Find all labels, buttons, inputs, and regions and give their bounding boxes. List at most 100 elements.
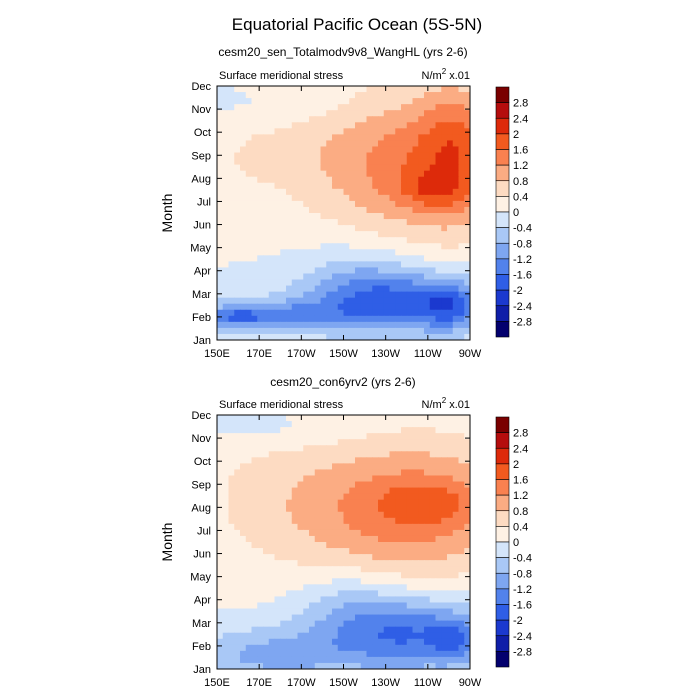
- field-cell: [257, 146, 264, 154]
- field-cell: [372, 590, 379, 598]
- field-cell: [240, 451, 247, 458]
- field-cell: [441, 303, 448, 311]
- field-cell: [349, 128, 356, 135]
- field-cell: [412, 596, 419, 604]
- field-cell: [383, 158, 391, 166]
- field-cell: [263, 535, 270, 543]
- field-cell: [337, 333, 345, 340]
- field-cell: [326, 122, 333, 129]
- field-cell: [458, 291, 465, 299]
- field-cell: [429, 110, 437, 117]
- field-cell: [217, 487, 224, 495]
- field-cell: [309, 511, 316, 519]
- field-cell: [343, 584, 350, 591]
- field-cell: [257, 535, 264, 543]
- field-cell: [291, 122, 299, 129]
- field-cell: [314, 327, 322, 335]
- field-cell: [217, 584, 224, 591]
- field-cell: [406, 566, 414, 573]
- field-cell: [452, 662, 460, 669]
- field-cell: [291, 146, 299, 154]
- field-cell: [222, 86, 230, 93]
- field-cell: [222, 327, 230, 335]
- field-cell: [412, 620, 419, 628]
- field-cell: [268, 152, 276, 160]
- field-cell: [309, 98, 316, 105]
- field-cell: [337, 92, 345, 99]
- field-cell: [406, 463, 414, 471]
- field-cell: [458, 584, 465, 591]
- field-cell: [464, 499, 470, 507]
- field-cell: [452, 315, 460, 323]
- field-cell: [263, 231, 270, 238]
- field-cell: [418, 656, 425, 664]
- field-cell: [452, 542, 460, 549]
- field-cell: [297, 433, 304, 440]
- field-cell: [297, 554, 304, 561]
- field-cell: [332, 542, 339, 549]
- field-cell: [464, 206, 470, 214]
- field-cell: [320, 662, 327, 669]
- field-cell: [395, 560, 402, 567]
- field-cell: [268, 194, 276, 202]
- field-cell: [240, 517, 247, 525]
- field-cell: [303, 626, 310, 634]
- field-cell: [234, 548, 241, 555]
- field-cell: [343, 158, 350, 166]
- field-cell: [257, 463, 264, 471]
- field-cell: [458, 427, 465, 434]
- field-cell: [349, 194, 356, 202]
- field-cell: [245, 255, 253, 262]
- field-cell: [297, 200, 304, 208]
- field-cell: [274, 427, 281, 434]
- field-cell: [240, 566, 247, 573]
- field-cell: [389, 590, 396, 598]
- field-cell: [309, 632, 316, 640]
- field-cell: [257, 662, 264, 669]
- field-cell: [326, 309, 333, 317]
- field-cell: [257, 98, 264, 105]
- field-cell: [291, 213, 299, 220]
- field-cell: [286, 542, 293, 549]
- field-cell: [314, 206, 322, 214]
- field-cell: [280, 213, 287, 220]
- field-cell: [464, 415, 470, 422]
- field-cell: [441, 327, 448, 335]
- field-cell: [245, 554, 253, 561]
- field-cell: [274, 134, 281, 142]
- field-cell: [389, 273, 396, 281]
- field-cell: [332, 632, 339, 640]
- field-cell: [441, 529, 448, 537]
- field-cell: [303, 427, 310, 434]
- field-cell: [251, 469, 258, 477]
- field-cell: [389, 255, 396, 262]
- field-cell: [355, 662, 362, 669]
- field-cell: [257, 542, 264, 549]
- field-cell: [291, 433, 299, 440]
- field-cell: [429, 273, 437, 281]
- field-cell: [268, 542, 276, 549]
- colorbar-swatch: [495, 289, 510, 307]
- field-cell: [217, 511, 224, 519]
- field-cell: [234, 176, 241, 184]
- field-cell: [228, 505, 235, 513]
- field-cell: [372, 267, 379, 275]
- field-cell: [360, 499, 368, 507]
- field-cell: [360, 104, 368, 111]
- field-cell: [366, 421, 373, 428]
- field-cell: [314, 92, 322, 99]
- field-cell: [286, 285, 293, 293]
- field-cell: [360, 487, 368, 495]
- field-cell: [217, 170, 224, 178]
- field-cell: [412, 542, 419, 549]
- field-cell: [274, 297, 281, 305]
- field-cell: [389, 457, 396, 464]
- field-cell: [452, 584, 460, 591]
- field-cell: [337, 134, 345, 142]
- field-cell: [240, 279, 247, 287]
- field-cell: [228, 620, 235, 628]
- field-cell: [314, 86, 322, 93]
- field-cell: [274, 291, 281, 299]
- field-cell: [452, 463, 460, 471]
- field-cell: [401, 194, 408, 202]
